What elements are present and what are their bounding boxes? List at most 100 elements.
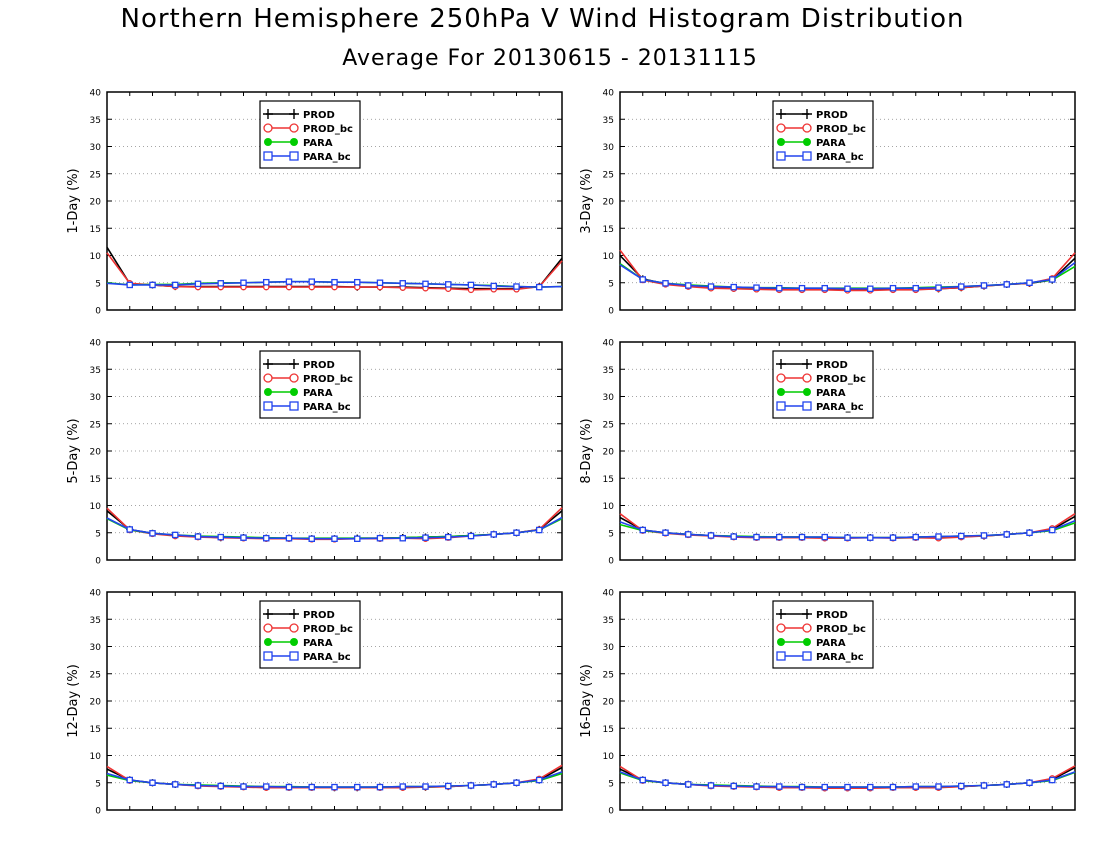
y-tick-label: 5 [608,779,614,789]
data-point [958,283,965,290]
y-tick-label: 10 [90,252,102,262]
data-point [513,283,520,290]
data-point [353,535,361,542]
y-tick-label: 10 [90,502,102,512]
legend-label: PARA [816,388,846,399]
y-tick-label: 5 [95,529,101,539]
legend-box [772,350,874,419]
y-tick-label: 25 [90,170,101,180]
data-point [262,534,270,542]
data-point [980,532,988,539]
y-tick-label: 25 [603,670,614,680]
legend-marker [802,123,812,133]
y-tick-label: 35 [90,366,101,376]
y-tick-label: 30 [603,393,615,403]
panel-5: 0 5 10 15 20 25 30 35 40 12-Day (%) PROD PROD_bc PAR… [66,589,563,817]
data-point [240,534,247,541]
data-point [798,783,806,791]
data-point [662,779,669,787]
data-point [935,533,942,540]
legend: PROD PROD_bc PARA PARA_bc [772,100,874,169]
data-point [958,532,965,540]
y-axis-label: 3-Day (%) [579,168,594,233]
panel-6: 0 5 10 15 20 25 30 35 40 16-Day (%) PROD PROD_bc PAR… [579,589,1076,817]
legend-label: PARA_bc [303,652,351,663]
y-tick-label: 10 [603,252,615,262]
data-point [194,280,202,288]
data-point [126,526,134,533]
data-point [912,284,920,292]
y-tick-label: 5 [608,279,614,289]
y-tick-label: 40 [90,589,102,599]
data-point [1049,776,1056,784]
legend-label: PARA_bc [303,152,351,163]
legend: PROD PROD_bc PARA PARA_bc [772,600,874,669]
data-point [844,285,851,292]
legend-box [772,600,874,669]
y-tick-label: 0 [608,307,614,317]
data-point [776,533,783,541]
y-tick-label: 25 [603,420,614,430]
y-tick-label: 40 [603,89,615,99]
legend-marker [289,623,299,633]
y-tick-label: 10 [603,502,615,512]
data-point [149,530,156,537]
data-point [376,279,384,286]
data-point [399,280,406,287]
legend-marker [777,388,785,396]
data-point [536,283,543,291]
legend-label: PARA_bc [816,652,864,663]
page-title: Northern Hemisphere 250hPa V Wind Histog… [120,4,965,34]
y-tick-label: 15 [603,725,614,735]
data-point [867,534,874,541]
legend-label: PROD [816,110,848,121]
y-tick-label: 15 [90,475,101,485]
legend-marker [289,373,299,383]
legend-label: PARA_bc [303,402,351,413]
y-tick-label: 15 [603,475,614,485]
data-point [149,779,156,787]
y-tick-label: 30 [603,643,615,653]
data-point [513,779,520,787]
plot-frame [619,591,1076,811]
data-point [422,534,429,541]
data-point [798,533,806,541]
legend-label: PROD [303,110,335,121]
y-tick-label: 20 [90,198,102,208]
data-point [194,533,202,540]
data-point [376,783,384,791]
y-tick-label: 0 [95,557,101,567]
legend-marker [263,123,273,133]
legend-box [772,100,874,169]
y-tick-label: 20 [603,448,615,458]
data-point [912,783,920,790]
y-axis-label: 8-Day (%) [579,418,594,483]
data-point [285,783,293,791]
data-point [707,283,715,290]
plot-frame [106,591,563,811]
legend-label: PARA_bc [816,152,864,163]
y-tick-label: 30 [90,393,102,403]
legend-marker [263,151,273,161]
y-axis-label: 16-Day (%) [579,664,594,738]
data-point [776,284,783,292]
legend-label: PARA [303,388,333,399]
legend-marker [802,359,812,369]
y-tick-label: 15 [90,225,101,235]
legend-marker [290,388,298,396]
legend-marker [289,609,299,619]
data-point [776,783,783,790]
data-point [399,783,406,790]
data-point [889,284,897,292]
y-tick-label: 10 [603,752,615,762]
data-point [1026,279,1033,286]
legend-label: PROD [303,610,335,621]
data-point [422,783,429,790]
y-tick-label: 0 [95,307,101,317]
legend-marker [289,401,299,411]
data-point [1003,281,1011,288]
plot-frame [619,91,1076,311]
data-point [217,782,224,790]
data-point [171,781,179,788]
legend-label: PROD_bc [816,124,866,135]
